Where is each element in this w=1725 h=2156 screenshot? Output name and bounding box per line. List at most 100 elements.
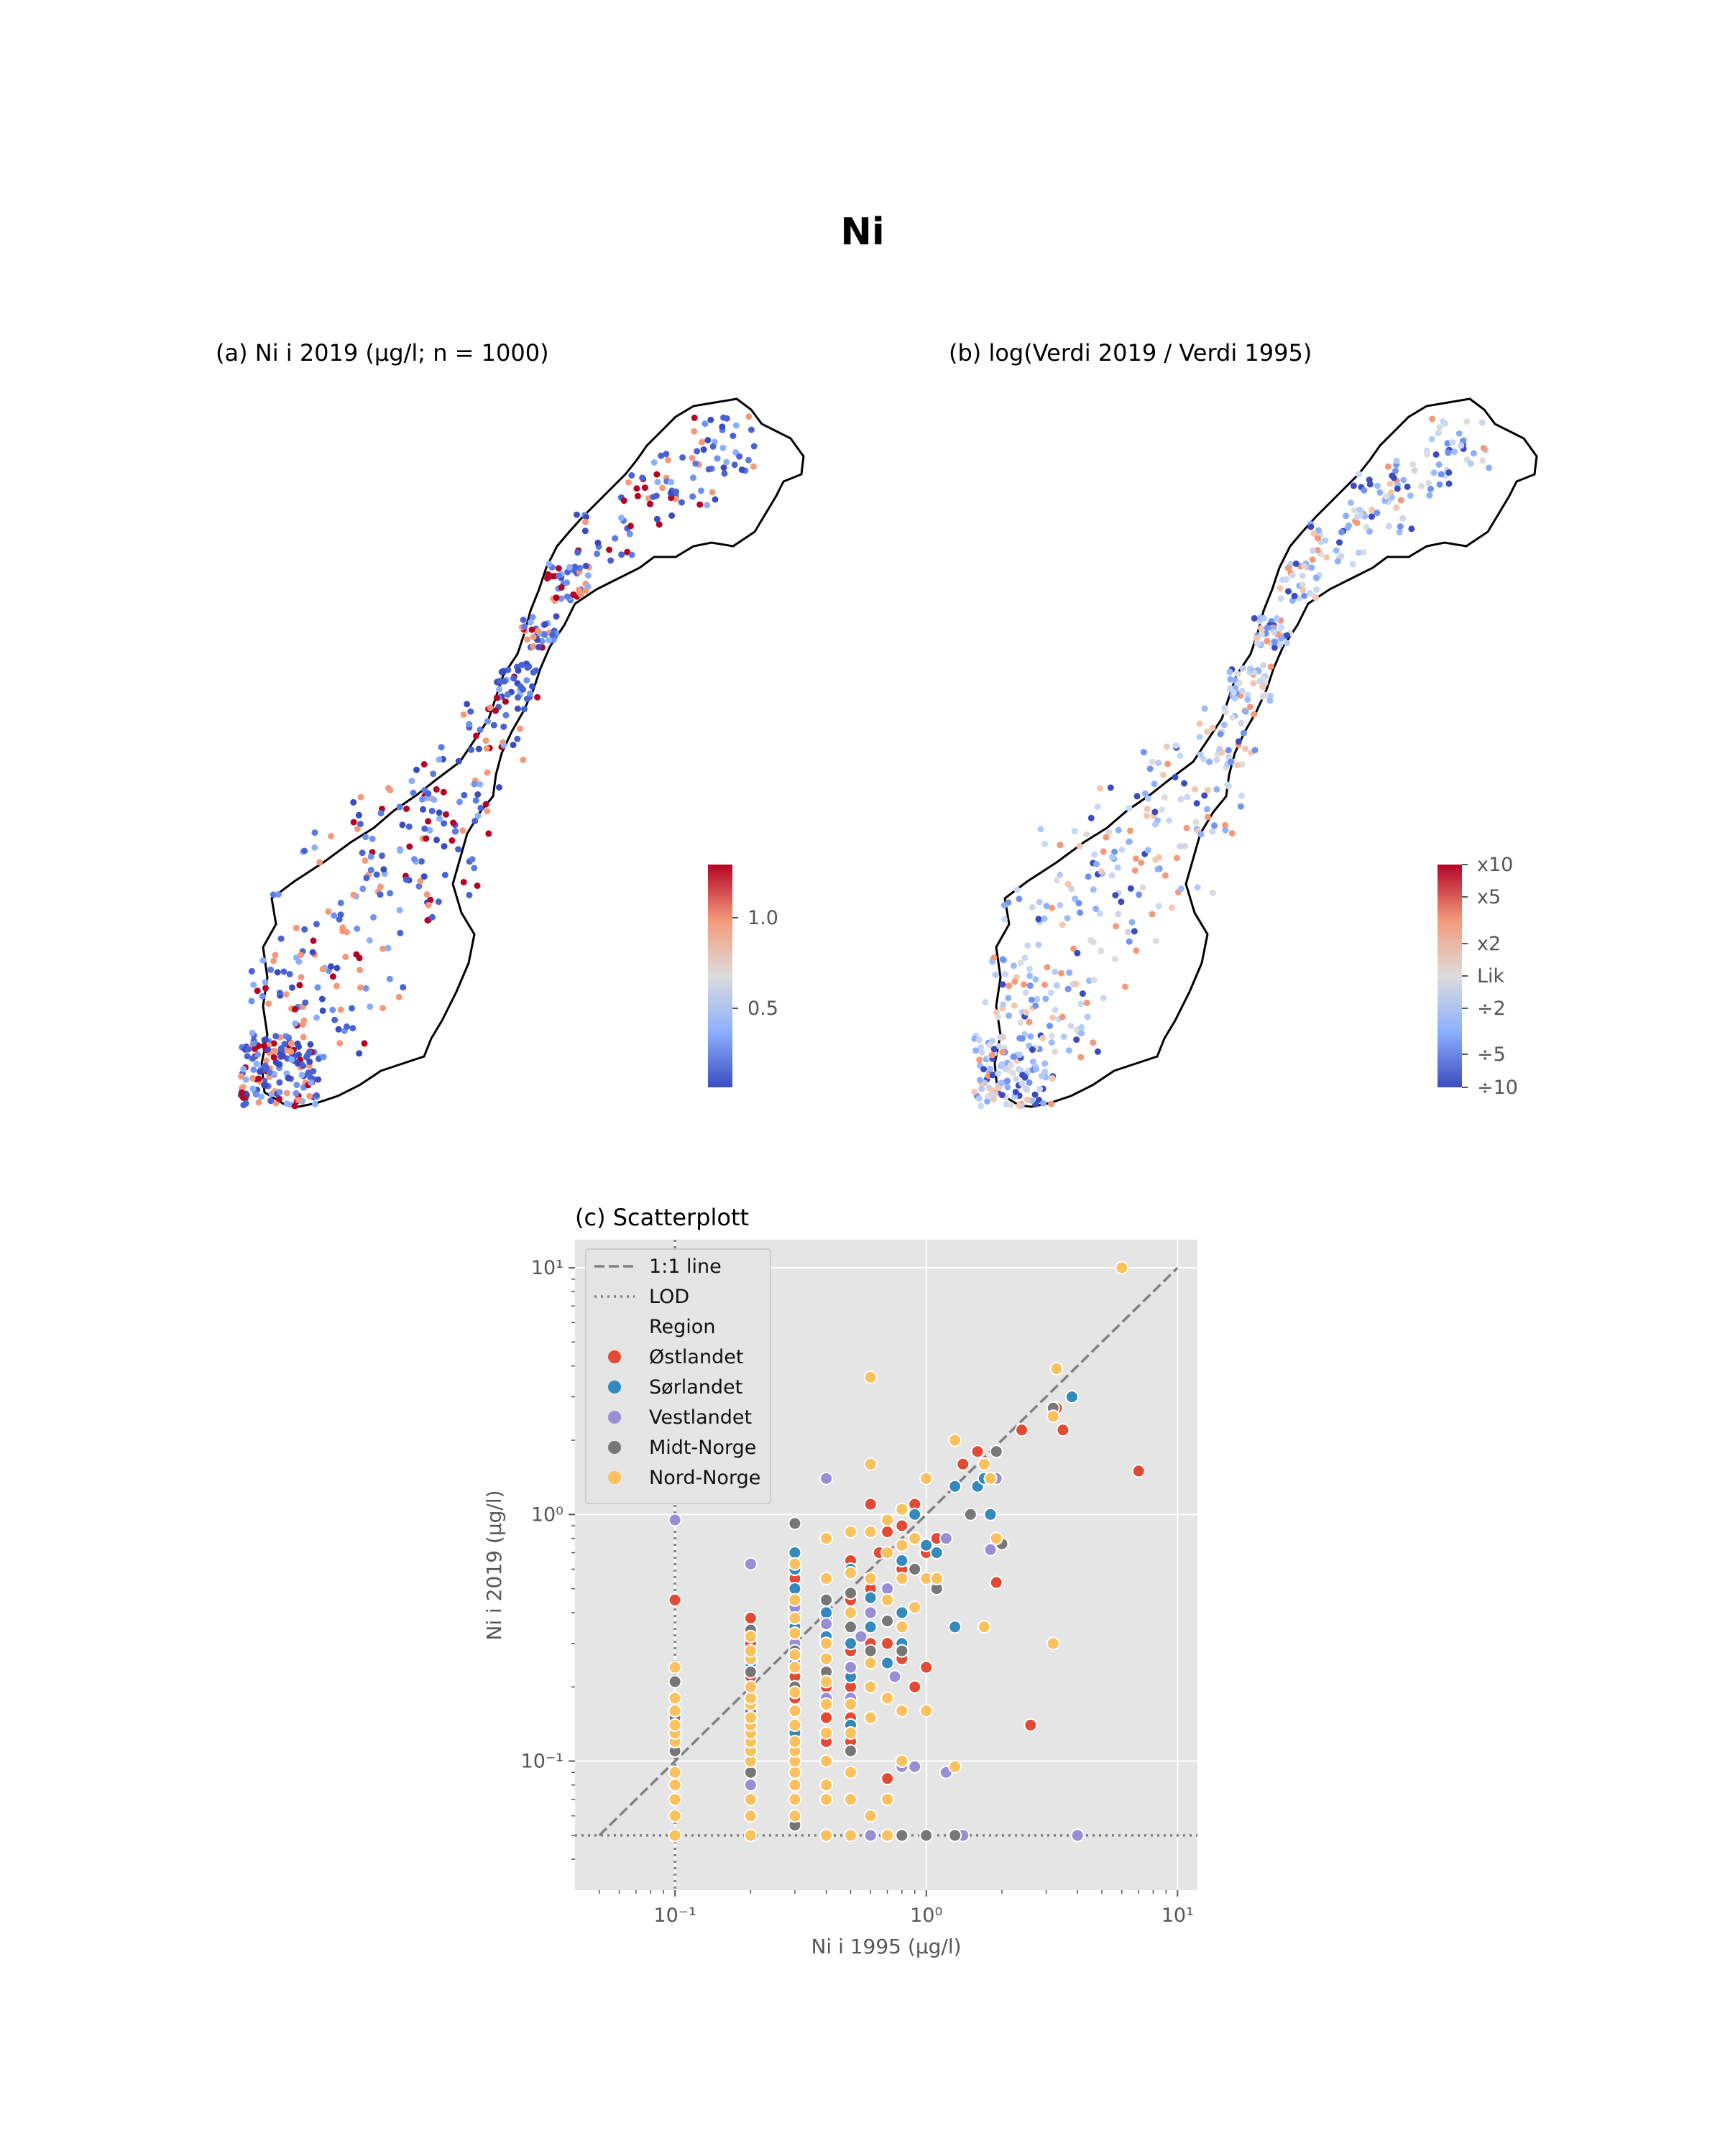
map-a-point [367, 1003, 374, 1010]
map-a-point [252, 1091, 259, 1098]
map-b-point [1236, 679, 1243, 686]
scatter-point [819, 1636, 834, 1651]
map-b-point [1291, 592, 1298, 599]
map-b-point [1218, 749, 1225, 756]
map-b-point [1173, 854, 1180, 862]
map-a-point [626, 530, 633, 538]
map-a-point [378, 852, 385, 860]
map-b-point [978, 1044, 984, 1051]
legend-line-label: 1:1 line [649, 1256, 722, 1278]
map-a-point [249, 1074, 257, 1082]
map-b-point [1079, 990, 1086, 998]
map-a-point [295, 1097, 302, 1103]
map-a-point [295, 1051, 302, 1059]
map-panel-a [237, 397, 805, 1110]
scatter-point [989, 1575, 1003, 1590]
map-b-point [1090, 1039, 1097, 1046]
map-a-point [467, 708, 474, 715]
map-a-point [528, 626, 535, 633]
map-a-point [504, 691, 511, 698]
scatter-point [819, 1697, 834, 1711]
map-b-point [1392, 467, 1399, 474]
map-b-point [1404, 483, 1411, 490]
map-a-point [257, 1068, 264, 1075]
map-a-point [689, 474, 696, 482]
map-b-point [1366, 476, 1373, 484]
scatter-point [895, 1828, 909, 1843]
scatter-point [1046, 1636, 1060, 1651]
map-a-point [293, 1082, 300, 1089]
map-b-point [1238, 761, 1246, 768]
scatter-point [983, 1471, 998, 1485]
map-b-point [982, 998, 989, 1005]
map-b-point [1144, 795, 1151, 802]
map-b-point [1315, 535, 1321, 542]
map-b-point [1436, 481, 1443, 488]
map-b-point [1172, 773, 1179, 780]
map-b-point [1192, 786, 1198, 793]
scatter-point [668, 1828, 682, 1843]
map-b-point [1478, 419, 1486, 426]
scatter-point [819, 1726, 834, 1740]
map-a-point [319, 966, 326, 972]
scatter-point [819, 1593, 834, 1607]
map-b-point [1000, 902, 1008, 909]
map-a-point [541, 621, 548, 628]
map-b-point [1432, 451, 1440, 458]
colorbar-b [1438, 865, 1462, 1087]
map-b-point [1246, 704, 1254, 711]
map-a-point [423, 835, 430, 842]
map-b-point [1024, 1087, 1031, 1094]
map-b-point [1023, 1009, 1030, 1016]
map-b-point [1070, 945, 1077, 952]
map-b-point [1368, 506, 1376, 513]
map-a-point [288, 1040, 295, 1047]
scatter-point [819, 1471, 834, 1485]
legend-region-label: Vestlandet [649, 1406, 752, 1429]
map-b-point [1196, 734, 1203, 740]
map-a-point [331, 1016, 339, 1023]
scatter-point [844, 1620, 857, 1634]
map-a-point [524, 664, 531, 671]
map-a-point [709, 489, 716, 496]
map-a-point [396, 803, 403, 811]
map-a-point [667, 489, 674, 497]
panel-c-title: (c) Scatterplott [575, 1204, 749, 1231]
scatter-point [895, 1519, 909, 1533]
map-b-point [1032, 976, 1039, 983]
map-a-point [474, 812, 482, 819]
map-a-point [518, 661, 525, 668]
map-a-point [285, 1034, 292, 1041]
scatter-point [743, 1828, 758, 1843]
map-b-point [1017, 959, 1024, 967]
scatter-point [743, 1765, 758, 1779]
map-b-point [1029, 1046, 1036, 1054]
panel-a-title: (a) Ni i 2019 (µg/l; n = 1000) [216, 339, 549, 367]
map-a-point [745, 456, 752, 464]
map-b-point [1127, 827, 1133, 834]
map-b-point [1356, 506, 1363, 513]
colorbar-b-tick-label: x5 [1477, 886, 1501, 908]
map-b-point [1072, 895, 1079, 903]
map-b-point [1053, 982, 1060, 989]
map-b-point [1226, 668, 1233, 676]
map-b-point [1013, 886, 1021, 893]
map-a-point [436, 809, 443, 816]
map-b-point [1013, 1075, 1020, 1082]
legend-line-label: LOD [649, 1286, 689, 1308]
map-b-point [1011, 1002, 1018, 1009]
map-a-point [263, 1057, 270, 1064]
scatter-point [844, 1828, 857, 1843]
map-b-point [1151, 780, 1158, 788]
map-a-point [238, 1089, 245, 1096]
map-a-point [484, 718, 491, 725]
map-a-point [704, 502, 711, 509]
map-b-point [1052, 1006, 1059, 1013]
scatter-point [863, 1457, 878, 1471]
map-b-point [1040, 1100, 1046, 1107]
map-a-point [500, 723, 507, 730]
map-a-point [658, 452, 665, 459]
scatter-point [743, 1778, 758, 1792]
map-b-point [1201, 705, 1208, 712]
